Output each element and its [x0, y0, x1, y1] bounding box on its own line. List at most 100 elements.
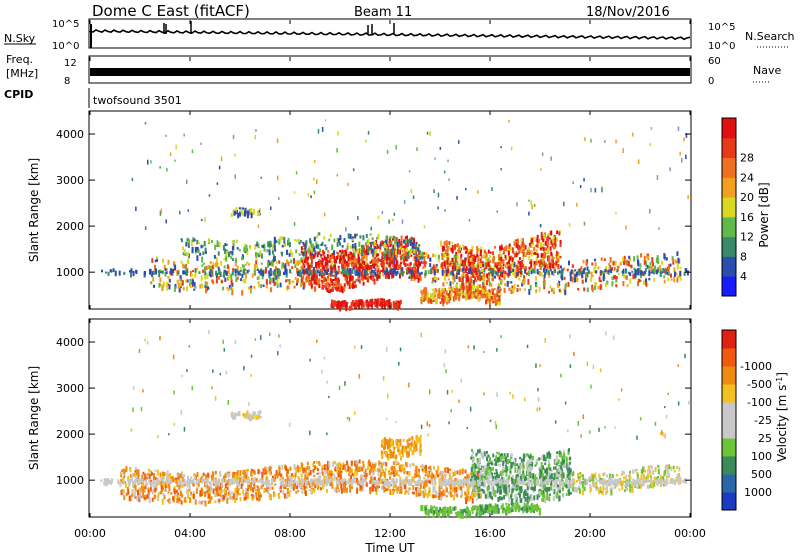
range-cell — [112, 268, 115, 272]
range-cell — [546, 452, 549, 459]
range-cell — [349, 484, 352, 489]
range-cell — [243, 268, 246, 275]
range-cell — [548, 237, 551, 240]
range-cell — [522, 256, 525, 262]
range-cell — [352, 258, 355, 264]
range-cell — [351, 486, 354, 489]
range-cell — [171, 475, 174, 482]
range-cell — [462, 294, 465, 299]
range-cell — [361, 487, 364, 492]
range-cell — [361, 272, 364, 278]
range-cell — [468, 260, 471, 267]
range-cell — [184, 266, 187, 269]
range-cell — [255, 251, 258, 258]
range-cell — [379, 298, 382, 302]
colorbar-tick-label: 20 — [740, 191, 754, 204]
range-cell — [472, 472, 475, 477]
range-cell — [444, 467, 446, 472]
range-cell — [357, 271, 360, 276]
range-cell — [483, 491, 486, 494]
range-cell — [448, 245, 451, 250]
range-cell — [558, 288, 561, 293]
range-cell — [494, 275, 497, 279]
range-cell — [239, 273, 242, 276]
range-cell — [262, 245, 265, 249]
range-cell — [395, 264, 398, 270]
range-cell — [175, 489, 178, 493]
range-cell — [323, 272, 326, 277]
range-cell — [508, 475, 511, 480]
range-cell — [545, 268, 548, 273]
range-cell — [409, 272, 412, 275]
range-cell — [354, 300, 357, 305]
range-cell — [451, 242, 454, 245]
range-cell — [485, 265, 488, 270]
range-cell — [179, 275, 182, 279]
range-cell — [242, 493, 245, 497]
range-cell — [520, 489, 523, 494]
range-cell — [384, 270, 387, 275]
range-cell — [260, 253, 263, 259]
range-cell — [497, 497, 500, 502]
range-cell — [345, 248, 348, 252]
range-cell — [450, 271, 453, 276]
range-cell — [536, 234, 539, 239]
range-cell — [428, 466, 431, 470]
range-cell — [469, 249, 472, 254]
range-cell — [326, 265, 329, 269]
range-cell — [271, 260, 274, 266]
range-cell — [380, 269, 383, 273]
range-cell — [472, 261, 475, 267]
range-cell — [430, 268, 433, 274]
range-cell — [543, 274, 546, 279]
range-cell — [262, 284, 265, 288]
range-cell — [137, 489, 139, 496]
range-cell — [371, 277, 374, 281]
range-cell — [244, 474, 247, 477]
range-cell — [471, 255, 474, 259]
range-cell — [555, 256, 558, 260]
range-cell — [539, 242, 542, 248]
range-cell — [543, 278, 546, 283]
range-cell — [547, 270, 550, 276]
range-cell — [479, 292, 482, 296]
range-cell — [269, 270, 272, 274]
range-cell — [151, 497, 154, 502]
range-cell — [314, 273, 317, 279]
range-cell — [643, 259, 646, 265]
range-cell — [458, 485, 461, 490]
range-cell — [136, 495, 139, 502]
range-cell — [318, 472, 321, 475]
range-cell — [192, 483, 195, 486]
range-cell — [632, 132, 634, 137]
range-cell — [456, 264, 459, 271]
range-cell — [538, 287, 541, 293]
range-cell — [386, 256, 388, 261]
range-cell — [217, 266, 220, 271]
range-cell — [498, 456, 501, 463]
range-cell — [400, 242, 403, 249]
range-cell — [594, 188, 597, 193]
range-cell — [471, 293, 474, 299]
range-cell — [483, 465, 486, 472]
range-cell — [160, 481, 163, 487]
range-cell — [421, 468, 424, 471]
range-cell — [210, 496, 213, 500]
range-cell — [264, 466, 267, 473]
range-cell — [452, 269, 455, 272]
range-cell — [462, 285, 465, 291]
range-cell — [351, 468, 353, 473]
range-cell — [178, 498, 181, 504]
range-cell — [324, 269, 326, 273]
range-cell — [659, 270, 662, 277]
range-cell — [261, 275, 264, 280]
range-cell — [412, 195, 415, 200]
range-cell — [222, 475, 225, 481]
range-cell — [410, 237, 413, 241]
range-cell — [651, 257, 654, 263]
range-cell — [608, 262, 611, 266]
range-cell — [336, 278, 339, 282]
range-cell — [388, 249, 391, 253]
range-cell — [288, 242, 291, 248]
range-cell — [591, 284, 594, 291]
